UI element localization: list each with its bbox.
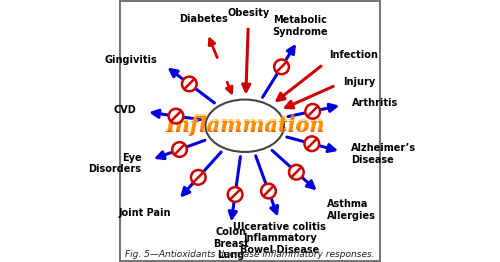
Circle shape — [261, 184, 276, 198]
Text: Inflammation: Inflammation — [165, 114, 324, 134]
Circle shape — [182, 77, 196, 91]
Ellipse shape — [206, 100, 284, 152]
Text: Diabetes: Diabetes — [179, 14, 228, 24]
Text: Arthritis: Arthritis — [352, 98, 399, 108]
Text: Inflammation: Inflammation — [165, 116, 324, 136]
Circle shape — [172, 142, 187, 157]
Text: Joint Pain: Joint Pain — [118, 208, 171, 217]
Text: Eye
Disorders: Eye Disorders — [88, 152, 142, 174]
Circle shape — [306, 104, 320, 119]
Circle shape — [228, 187, 242, 202]
Text: Obesity: Obesity — [228, 8, 270, 18]
Text: Infection: Infection — [330, 50, 378, 60]
Text: Fig. 5—Antioxidants decrease inflammatory responses.: Fig. 5—Antioxidants decrease inflammator… — [125, 250, 375, 259]
Text: Asthma
Allergies: Asthma Allergies — [326, 199, 376, 221]
Circle shape — [191, 170, 206, 185]
Text: Ulcerative colitis
Inflammatory
Bowel Disease: Ulcerative colitis Inflammatory Bowel Di… — [234, 222, 326, 255]
Text: Colon
Breast
Lung
Cancers: Colon Breast Lung Cancers — [208, 227, 252, 262]
Text: Injury: Injury — [343, 77, 375, 87]
Text: CVD: CVD — [113, 105, 136, 116]
Text: Gingivitis: Gingivitis — [104, 54, 157, 64]
Text: Metabolic
Syndrome: Metabolic Syndrome — [272, 15, 328, 37]
Circle shape — [289, 165, 304, 179]
Text: Alzheimer’s
Disease: Alzheimer’s Disease — [351, 143, 416, 165]
Circle shape — [304, 137, 319, 151]
Circle shape — [274, 59, 289, 74]
Circle shape — [168, 109, 184, 123]
FancyBboxPatch shape — [120, 1, 380, 261]
